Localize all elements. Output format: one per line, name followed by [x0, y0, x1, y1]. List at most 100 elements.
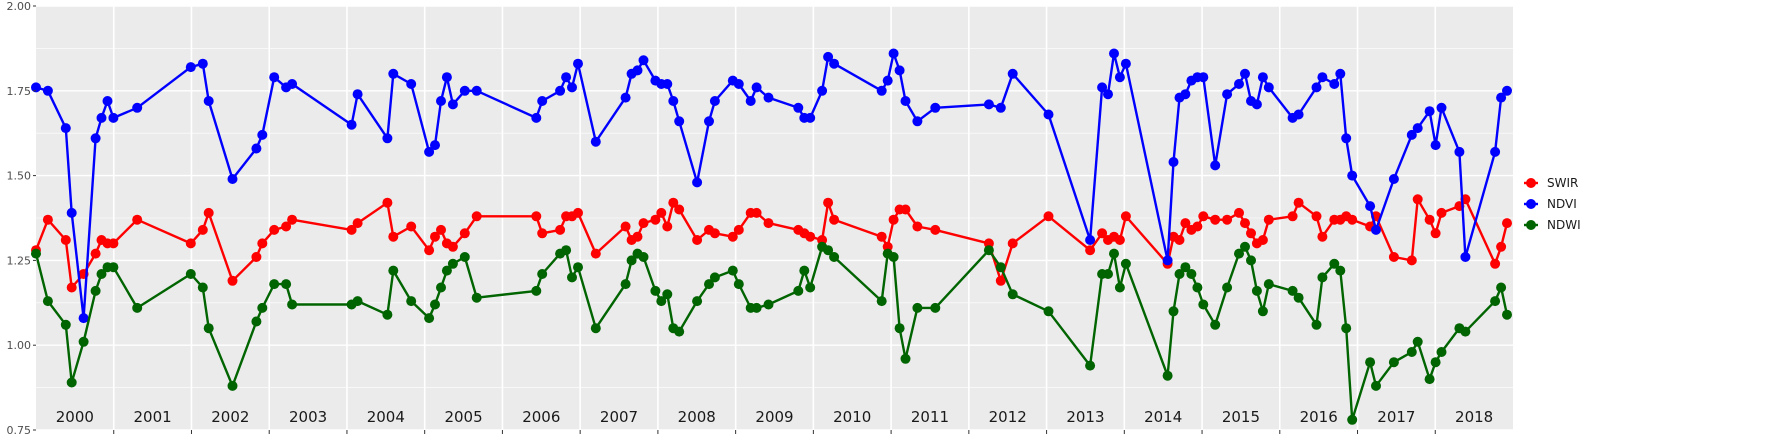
data-point-swir [1192, 221, 1203, 232]
data-point-ndvi [1120, 58, 1131, 69]
data-point-ndwi [441, 265, 452, 276]
data-point-ndvi [751, 82, 762, 93]
data-point-ndwi [1341, 323, 1352, 334]
legend-label-ndwi: NDWI [1547, 218, 1581, 232]
data-point-ndwi [912, 302, 923, 313]
data-point-ndwi [1490, 296, 1501, 307]
data-point-ndvi [995, 102, 1006, 113]
data-point-ndvi [1311, 82, 1322, 93]
data-point-ndvi [1502, 85, 1512, 96]
data-point-ndwi [995, 262, 1006, 273]
data-point-ndwi [1424, 374, 1435, 385]
data-point-swir [751, 207, 762, 218]
data-point-swir [1490, 258, 1501, 269]
data-point-ndvi [1335, 68, 1346, 79]
data-point-ndvi [471, 85, 482, 96]
year-label: 2003 [289, 408, 327, 426]
data-point-swir [346, 224, 357, 235]
data-point-ndvi [829, 58, 840, 69]
data-point-ndwi [1335, 265, 1346, 276]
data-point-ndwi [227, 380, 238, 391]
data-point-ndvi [793, 102, 804, 113]
year-label: 2007 [600, 408, 638, 426]
data-point-swir [1412, 194, 1423, 205]
data-point-ndvi [1198, 72, 1209, 83]
data-point-swir [1430, 228, 1441, 239]
data-point-ndvi [382, 133, 393, 144]
data-point-ndwi [983, 245, 994, 256]
data-point-swir [912, 221, 923, 232]
data-point-swir [406, 221, 417, 232]
data-point-ndvi [406, 79, 417, 89]
data-point-ndwi [823, 245, 834, 256]
year-label: 2009 [755, 408, 793, 426]
data-point-ndwi [352, 296, 363, 307]
data-point-ndwi [388, 265, 399, 276]
data-point-ndvi [1430, 140, 1441, 151]
data-point-ndvi [1103, 89, 1113, 100]
data-point-ndwi [531, 285, 542, 296]
data-point-swir [436, 224, 446, 235]
data-point-ndwi [66, 377, 77, 388]
data-point-ndvi [1293, 109, 1304, 120]
data-point-ndvi [102, 96, 113, 106]
data-point-ndvi [888, 48, 899, 59]
data-point-swir [60, 235, 71, 245]
data-point-swir [281, 221, 292, 232]
data-point-ndvi [1454, 146, 1465, 157]
year-label: 2001 [134, 408, 172, 426]
data-point-swir [1311, 211, 1322, 222]
data-point-swir [90, 248, 101, 259]
data-point-ndvi [668, 96, 679, 106]
legend: SWIR NDVI NDWI [1524, 176, 1581, 232]
legend-label-ndvi: NDVI [1547, 197, 1577, 211]
legend-key-point [1526, 199, 1536, 209]
data-point-ndvi [704, 116, 714, 127]
data-point-ndwi [1234, 248, 1244, 259]
year-label: 2008 [678, 408, 716, 426]
data-point-ndvi [424, 146, 435, 157]
data-point-ndvi [692, 177, 703, 188]
data-point-ndvi [1365, 201, 1376, 212]
data-point-swir [1085, 245, 1096, 256]
data-point-ndwi [674, 326, 685, 337]
data-point-ndvi [1424, 106, 1435, 117]
data-point-ndwi [900, 353, 911, 364]
data-point-ndwi [1287, 285, 1298, 296]
data-point-ndvi [1412, 123, 1423, 134]
data-point-ndwi [1222, 282, 1233, 293]
data-point-ndwi [251, 316, 262, 327]
data-point-ndvi [983, 99, 994, 110]
data-point-ndvi [1007, 68, 1018, 79]
data-point-swir [203, 207, 214, 218]
data-point-swir [1257, 235, 1268, 245]
data-point-ndvi [632, 65, 643, 76]
data-point-swir [555, 224, 566, 235]
data-point-ndwi [1240, 241, 1250, 252]
data-point-ndwi [1251, 285, 1262, 296]
data-point-ndvi [459, 85, 470, 96]
y-tick-label: 1.50 [7, 170, 32, 183]
data-point-ndwi [1043, 306, 1054, 317]
data-point-ndwi [424, 313, 435, 324]
data-point-ndwi [1293, 292, 1304, 303]
data-point-ndvi [876, 85, 887, 96]
data-point-ndvi [1329, 79, 1340, 89]
data-point-ndwi [185, 269, 196, 279]
data-point-ndvi [1109, 48, 1119, 59]
data-point-swir [197, 224, 208, 235]
data-point-ndwi [930, 302, 941, 313]
data-point-ndvi [352, 89, 363, 100]
data-point-ndvi [42, 85, 53, 96]
year-label: 2013 [1066, 408, 1104, 426]
data-point-ndvi [900, 96, 911, 106]
data-point-ndwi [727, 265, 738, 276]
data-point-ndvi [817, 85, 828, 96]
data-point-ndwi [709, 272, 720, 283]
y-tick-label: 1.75 [7, 85, 32, 98]
data-point-swir [1263, 214, 1274, 225]
year-label: 2000 [56, 408, 94, 426]
year-label: 2005 [444, 408, 482, 426]
data-point-ndwi [197, 282, 208, 293]
data-point-swir [1097, 228, 1108, 239]
